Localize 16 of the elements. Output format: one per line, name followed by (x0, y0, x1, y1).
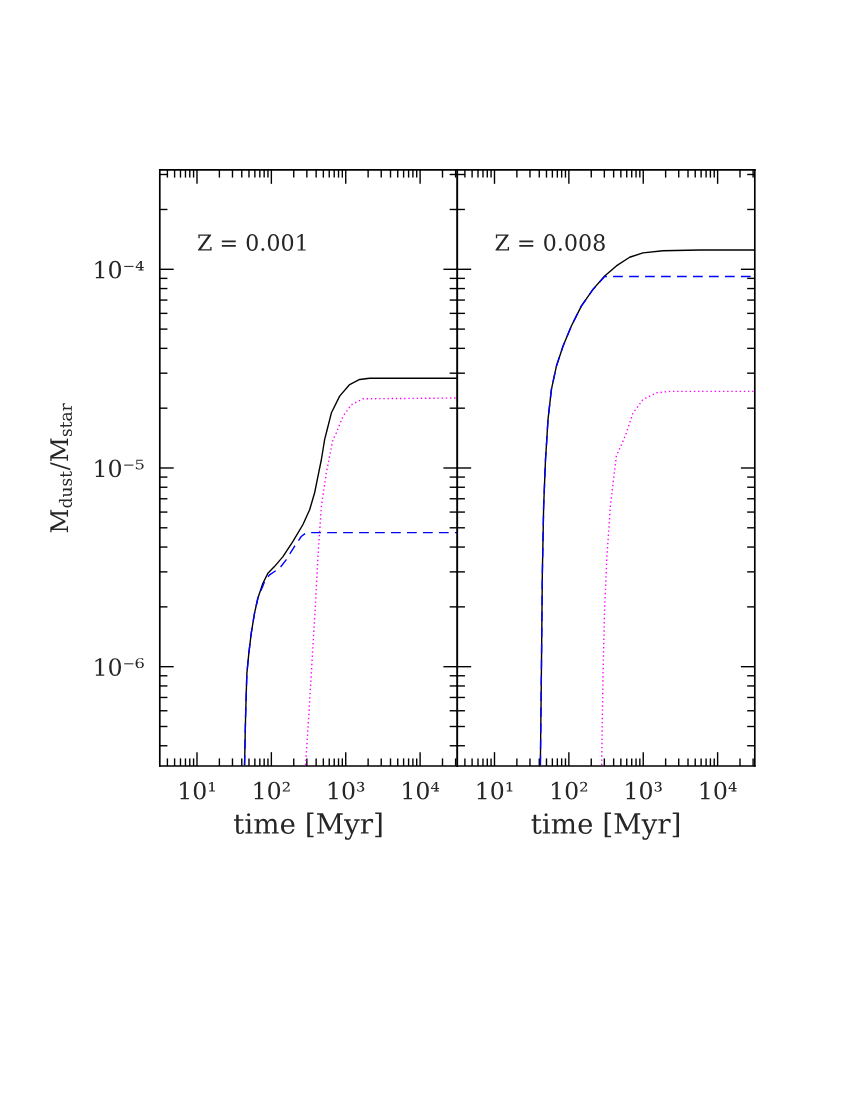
x-tick-label: 10³ (626, 781, 662, 800)
y-tick-label: 10⁻⁶ (95, 658, 144, 676)
x-tick-label: 10⁴ (403, 781, 440, 800)
x-tick-label: 10² (254, 781, 290, 800)
x-tick-label: 10⁴ (700, 781, 737, 800)
x-tick-label: 10² (551, 781, 588, 800)
x-tick-label: 10¹ (477, 781, 513, 800)
annotation: Z = 0.001 (197, 234, 306, 251)
x-tick-label: 10¹ (180, 781, 215, 800)
x-tick-label: 10³ (328, 781, 365, 800)
y-tick-label: 10⁻⁵ (95, 459, 144, 478)
annotation: Z = 0.008 (495, 234, 605, 251)
x-axis-title: time [Myr] (233, 812, 382, 840)
y-axis-title: M$_{dust}$/M$_{star}$ (50, 403, 73, 533)
x-axis-title: time [Myr] (531, 812, 680, 840)
y-tick-label: 10⁻⁴ (95, 260, 144, 279)
